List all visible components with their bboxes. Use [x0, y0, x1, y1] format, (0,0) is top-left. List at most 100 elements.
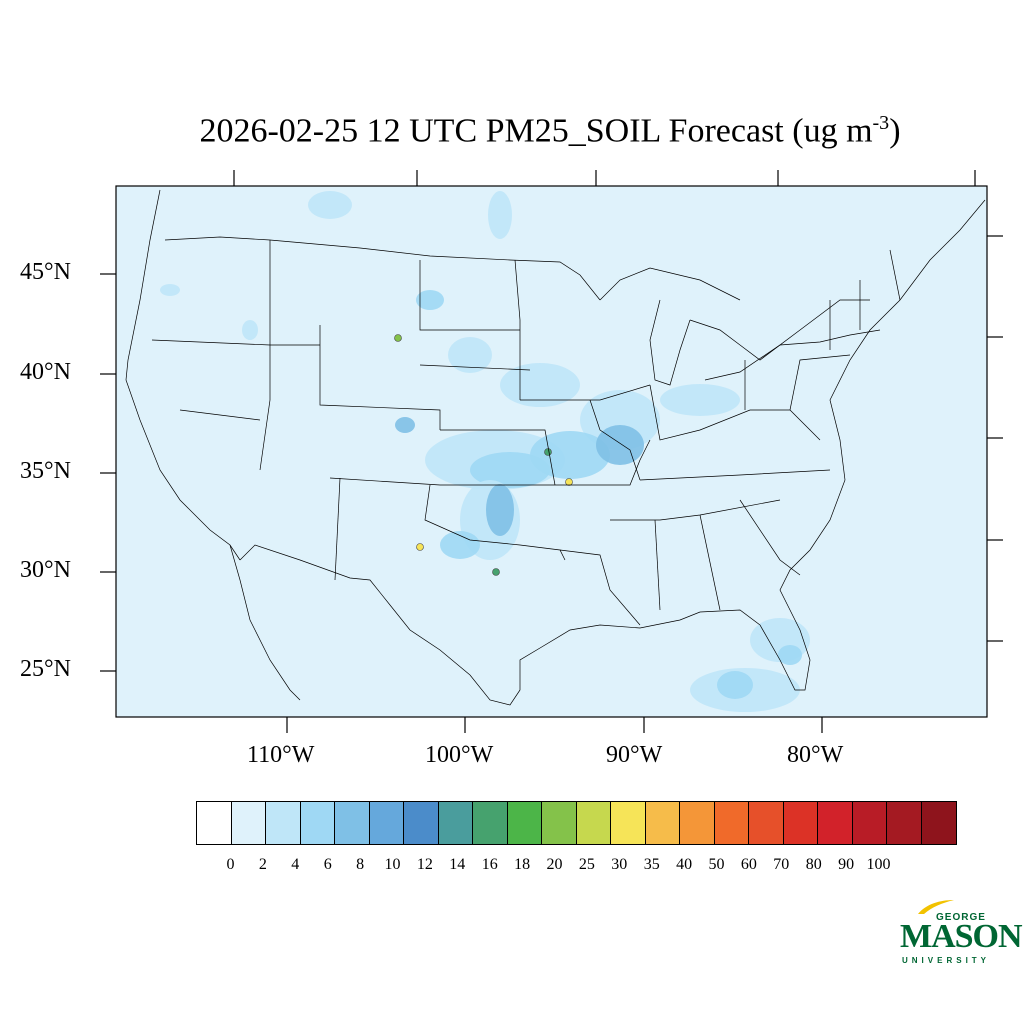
colorbar-label: 0: [226, 856, 235, 873]
colorbar-cell: [231, 802, 266, 844]
pm25-soil-field: [116, 186, 987, 717]
longitude-label: 80°W: [787, 742, 844, 768]
colorbar-label: 6: [323, 856, 332, 873]
boundary-line: [329, 477, 555, 486]
colorbar-label: 90: [838, 856, 855, 873]
concentration-blob: [308, 191, 352, 219]
colorbar-cell: [369, 802, 404, 844]
boundary-line: [610, 499, 781, 521]
colorbar-label: 40: [676, 856, 693, 873]
boundary-line: [239, 199, 986, 706]
boundary-line: [654, 519, 661, 611]
colorbar-label: 10: [384, 856, 401, 873]
boundary-line: [514, 259, 521, 400]
boundary-line: [334, 477, 341, 581]
longitude-label: 110°W: [247, 742, 315, 768]
boundary-line: [419, 364, 531, 371]
colorbar-cell: [714, 802, 749, 844]
concentration-blob: [530, 431, 610, 479]
colorbar-cell: [611, 802, 646, 844]
boundary-line: [689, 299, 870, 361]
boundary-line: [229, 544, 301, 701]
latitude-label: 30°N: [20, 557, 71, 583]
colorbar-label: 80: [805, 856, 822, 873]
colorbar-cell: [197, 802, 232, 844]
colorbar-label: 2: [258, 856, 267, 873]
map-frame: [115, 185, 988, 718]
boundary-line: [639, 469, 831, 481]
concentration-blob: [486, 484, 514, 536]
colorbar-label: 50: [708, 856, 725, 873]
boundary-line: [259, 240, 271, 471]
colorbar-label: 16: [481, 856, 498, 873]
concentration-blob: [395, 417, 415, 433]
colorbar-label: 100: [866, 856, 891, 873]
colorbar-label: 20: [546, 856, 563, 873]
colorbar-cell: [576, 802, 611, 844]
geographic-boundaries: [125, 189, 986, 706]
concentration-blob: [778, 645, 802, 665]
hotspot-marker: [492, 568, 500, 576]
colorbar-label: 30: [611, 856, 628, 873]
colorbar-cell: [404, 802, 439, 844]
boundary-line: [179, 409, 261, 421]
boundary-line: [589, 399, 641, 481]
logo-mason: MASON: [900, 918, 1023, 955]
colorbar-cell: [852, 802, 887, 844]
concentration-blob: [242, 320, 258, 340]
colorbar-cell: [300, 802, 335, 844]
colorbar-cell: [507, 802, 542, 844]
latitude-label: 35°N: [20, 458, 71, 484]
concentration-blob: [488, 191, 512, 239]
latitude-label: 40°N: [20, 359, 71, 385]
colorbar-cell: [438, 802, 473, 844]
colorbar-label: 4: [291, 856, 300, 873]
colorbar-cell: [680, 802, 715, 844]
concentration-blob: [470, 452, 550, 488]
boundary-line: [699, 514, 721, 611]
boundary-line: [704, 329, 881, 381]
chart-title: 2026-02-25 12 UTC PM25_SOIL Forecast (ug…: [199, 112, 901, 150]
boundary-line: [164, 236, 601, 301]
logo-university: UNIVERSITY: [902, 956, 991, 965]
colorbar-cell: [335, 802, 370, 844]
hotspot-marker: [544, 448, 552, 456]
boundary-line: [599, 267, 741, 301]
colorbar-label: 14: [449, 856, 466, 873]
boundary-line: [520, 384, 651, 401]
longitude-label: 90°W: [606, 742, 663, 768]
hotspot-marker: [416, 543, 424, 551]
logo-swoosh-icon: [918, 900, 954, 914]
colorbar-cell: [473, 802, 508, 844]
boundary-line: [319, 325, 441, 430]
longitude-label: 100°W: [425, 742, 494, 768]
boundary-line: [559, 549, 641, 626]
boundary-line: [440, 429, 556, 486]
colorbar-cell: [749, 802, 784, 844]
boundary-line: [649, 384, 821, 441]
concentration-blob: [448, 337, 492, 373]
colorbar-cell: [783, 802, 818, 844]
colorbar-cell: [266, 802, 301, 844]
logo-george: GEORGE: [936, 912, 986, 923]
colorbar-label: 12: [416, 856, 433, 873]
colorbar-label: 35: [643, 856, 660, 873]
colorbar-label: 60: [740, 856, 757, 873]
colorbar-cell: [542, 802, 577, 844]
boundary-line: [125, 189, 241, 561]
boundary-line: [419, 260, 520, 331]
concentration-blob: [596, 425, 644, 465]
boundary-line: [739, 499, 801, 576]
colorbar-label: 18: [514, 856, 531, 873]
boundary-line: [555, 439, 651, 486]
concentration-blob: [660, 384, 740, 416]
colorbar-label: 70: [773, 856, 790, 873]
boundary-line: [889, 249, 901, 301]
concentration-blob: [160, 284, 180, 296]
gmu-logo: GEORGE MASON UNIVERSITY: [898, 898, 1023, 970]
latitude-label: 25°N: [20, 656, 71, 682]
colorbar-label: 25: [578, 856, 595, 873]
boundary-line: [424, 484, 566, 561]
concentration-blob: [717, 671, 753, 699]
